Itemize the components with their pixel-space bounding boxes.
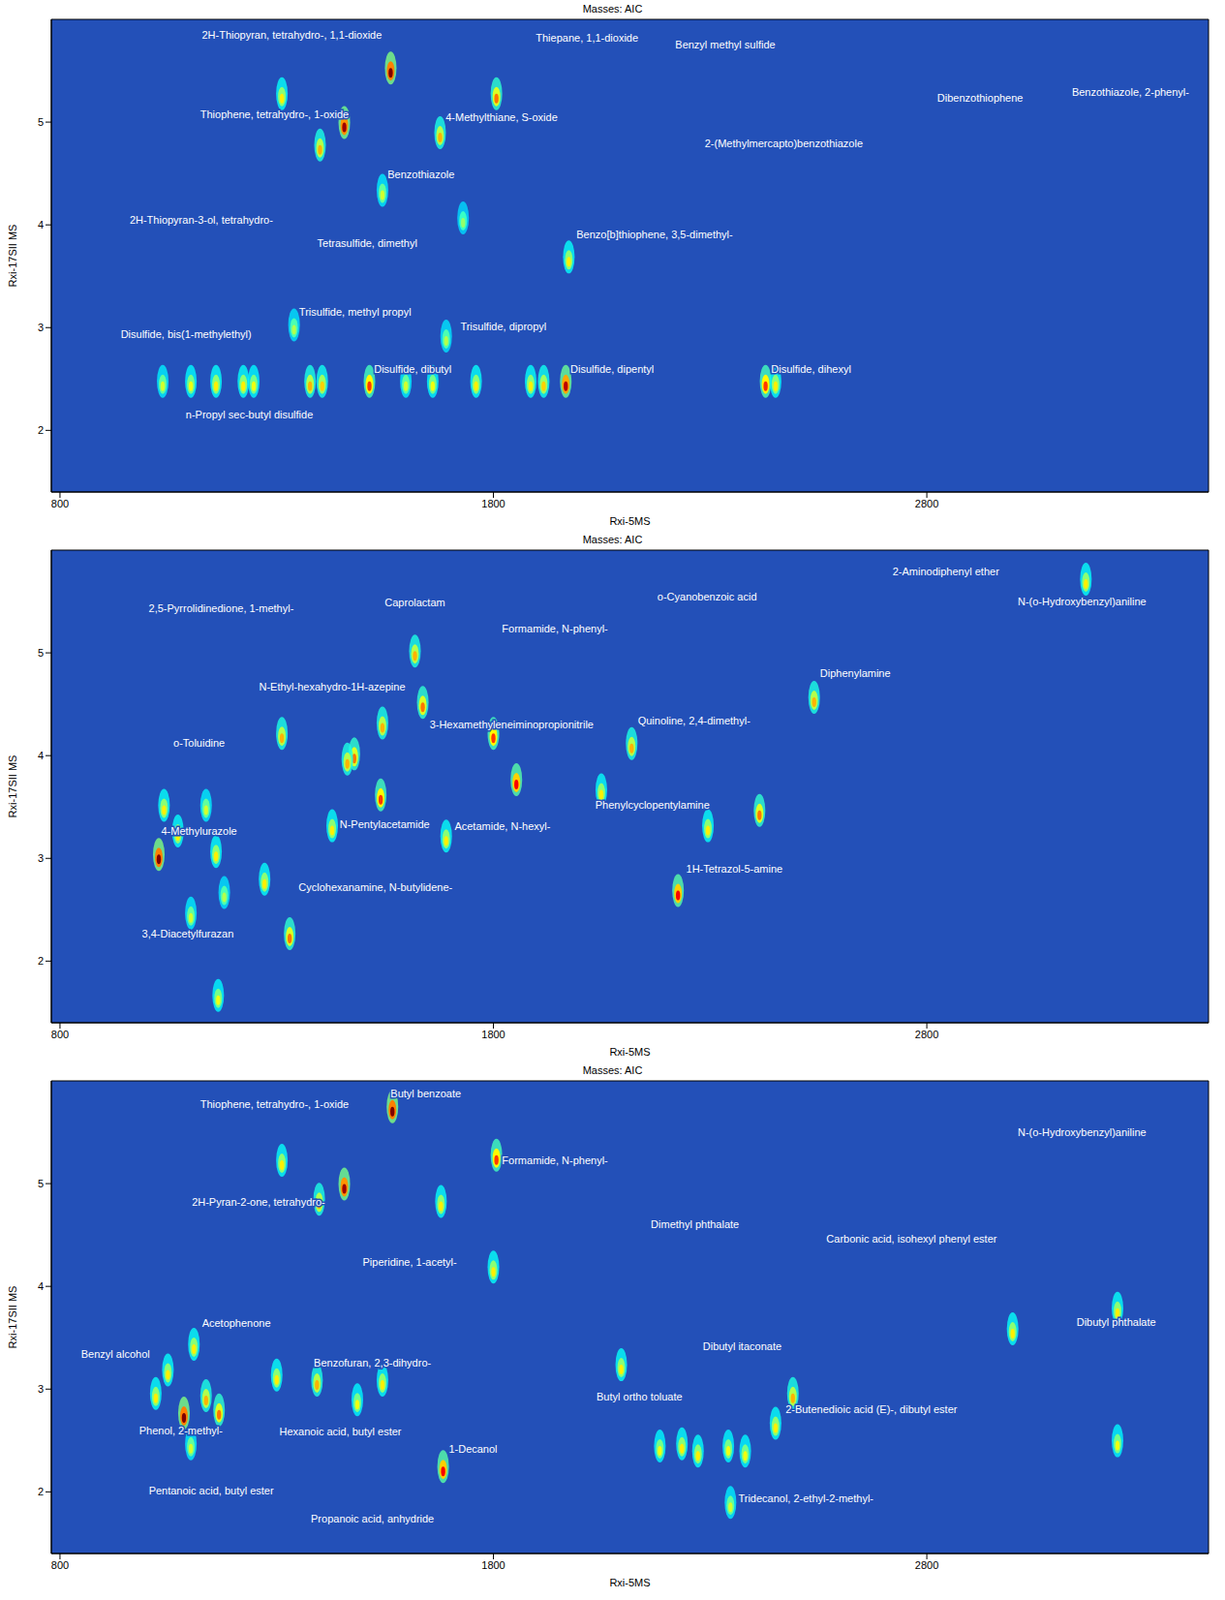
svg-text:Caprolactam: Caprolactam: [384, 596, 445, 609]
svg-text:1800: 1800: [481, 1559, 505, 1571]
svg-text:Rxi-5MS: Rxi-5MS: [609, 515, 650, 527]
svg-text:2: 2: [37, 954, 44, 967]
svg-text:2800: 2800: [915, 1028, 939, 1041]
svg-text:Propanoic acid, anhydride: Propanoic acid, anhydride: [310, 1512, 434, 1525]
svg-text:5: 5: [37, 646, 44, 659]
svg-text:n-Propyl sec-butyl disulfide: n-Propyl sec-butyl disulfide: [185, 408, 313, 421]
svg-text:Rxi-5MS: Rxi-5MS: [609, 1576, 650, 1589]
svg-text:Benzyl alcohol: Benzyl alcohol: [81, 1347, 151, 1360]
svg-text:2-Butenedioic acid (E)-, dibut: 2-Butenedioic acid (E)-, dibutyl ester: [785, 1403, 958, 1415]
svg-text:Acetophenone: Acetophenone: [202, 1316, 272, 1329]
svg-text:Trisulfide, methyl propyl: Trisulfide, methyl propyl: [299, 306, 412, 318]
svg-text:3: 3: [37, 321, 44, 334]
svg-text:Rxi-5MS: Rxi-5MS: [609, 1045, 650, 1058]
svg-text:Piperidine, 1-acetyl-: Piperidine, 1-acetyl-: [363, 1255, 459, 1268]
svg-text:800: 800: [51, 1559, 69, 1571]
svg-text:4: 4: [37, 1280, 44, 1292]
svg-text:Tridecanol, 2-ethyl-2-methyl-: Tridecanol, 2-ethyl-2-methyl-: [737, 1492, 874, 1504]
svg-text:3: 3: [37, 1382, 44, 1395]
svg-text:Dimethyl phthalate: Dimethyl phthalate: [650, 1218, 739, 1230]
svg-text:Trisulfide, dipropyl: Trisulfide, dipropyl: [459, 320, 547, 333]
svg-text:Dibutyl phthalate: Dibutyl phthalate: [1076, 1316, 1157, 1328]
svg-text:3-Hexamethyleneiminopropionitr: 3-Hexamethyleneiminopropionitrile: [429, 718, 594, 731]
svg-text:Disulfide, bis(1-methylethyl): Disulfide, bis(1-methylethyl): [121, 328, 252, 340]
svg-text:N-Pentylacetamide: N-Pentylacetamide: [339, 818, 430, 830]
svg-text:Disulfide, dibutyl: Disulfide, dibutyl: [373, 363, 452, 375]
svg-text:2800: 2800: [915, 1559, 939, 1571]
svg-text:4-Methylthiane, S-oxide: 4-Methylthiane, S-oxide: [445, 111, 558, 123]
svg-text:Thiophene, tetrahydro-, 1-oxid: Thiophene, tetrahydro-, 1-oxide: [200, 1098, 349, 1110]
svg-text:4-Methylurazole: 4-Methylurazole: [160, 825, 237, 837]
svg-text:Disulfide, dipentyl: Disulfide, dipentyl: [570, 363, 654, 375]
svg-text:3,4-Diacetylfurazan: 3,4-Diacetylfurazan: [142, 927, 235, 940]
svg-text:Benzothiazole, 2-phenyl-: Benzothiazole, 2-phenyl-: [1071, 86, 1190, 98]
svg-text:o-Cyanobenzoic acid: o-Cyanobenzoic acid: [657, 590, 758, 603]
svg-text:Formamide, N-phenyl-: Formamide, N-phenyl-: [501, 622, 609, 635]
svg-text:Dibutyl itaconate: Dibutyl itaconate: [703, 1340, 782, 1352]
svg-text:N-(o-Hydroxybenzyl)aniline: N-(o-Hydroxybenzyl)aniline: [1017, 595, 1147, 608]
svg-text:Butyl benzoate: Butyl benzoate: [390, 1087, 461, 1100]
svg-text:Pentanoic acid, butyl ester: Pentanoic acid, butyl ester: [149, 1484, 275, 1497]
svg-text:1H-Tetrazol-5-amine: 1H-Tetrazol-5-amine: [686, 862, 784, 875]
svg-text:N-(o-Hydroxybenzyl)aniline: N-(o-Hydroxybenzyl)aniline: [1017, 1126, 1147, 1138]
svg-text:2: 2: [37, 424, 44, 436]
svg-text:Quinoline, 2,4-dimethyl-: Quinoline, 2,4-dimethyl-: [638, 714, 752, 727]
svg-text:2-Aminodiphenyl ether: 2-Aminodiphenyl ether: [892, 565, 1000, 578]
svg-text:Benzo[b]thiophene, 3,5-dimethy: Benzo[b]thiophene, 3,5-dimethyl-: [576, 228, 734, 241]
svg-text:Tetrasulfide, dimethyl: Tetrasulfide, dimethyl: [317, 237, 418, 249]
svg-text:5: 5: [37, 116, 44, 128]
svg-text:Cyclohexanamine, N-butylidene-: Cyclohexanamine, N-butylidene-: [298, 881, 453, 893]
svg-text:Benzofuran, 2,3-dihydro-: Benzofuran, 2,3-dihydro-: [313, 1356, 431, 1369]
svg-text:2H-Pyran-2-one, tetrahydro-: 2H-Pyran-2-one, tetrahydro-: [191, 1195, 326, 1208]
svg-text:Hexanoic acid, butyl ester: Hexanoic acid, butyl ester: [279, 1425, 402, 1438]
svg-text:Disulfide, dihexyl: Disulfide, dihexyl: [770, 363, 852, 375]
html-text:Masses: AIC: Masses: AIC: [582, 1064, 643, 1076]
svg-text:Benzothiazole: Benzothiazole: [387, 168, 455, 181]
svg-text:Phenol, 2-methyl-: Phenol, 2-methyl-: [139, 1424, 224, 1437]
svg-text:N-Ethyl-hexahydro-1H-azepine: N-Ethyl-hexahydro-1H-azepine: [259, 680, 406, 693]
svg-text:Benzyl methyl sulfide: Benzyl methyl sulfide: [674, 38, 775, 51]
svg-text:2-(Methylmercapto)benzothiazol: 2-(Methylmercapto)benzothiazole: [704, 137, 863, 150]
html-text:Masses: AIC: Masses: AIC: [582, 2, 643, 15]
svg-text:Formamide, N-phenyl-: Formamide, N-phenyl-: [501, 1154, 609, 1166]
svg-text:2,5-Pyrrolidinedione, 1-methyl: 2,5-Pyrrolidinedione, 1-methyl-: [149, 602, 295, 614]
svg-text:800: 800: [51, 497, 69, 510]
svg-text:2H-Thiopyran-3-ol, tetrahydro-: 2H-Thiopyran-3-ol, tetrahydro-: [129, 214, 274, 226]
svg-text:Acetamide, N-hexyl-: Acetamide, N-hexyl-: [454, 820, 551, 832]
svg-text:Diphenylamine: Diphenylamine: [820, 667, 891, 679]
svg-text:2H-Thiopyran, tetrahydro-, 1,1: 2H-Thiopyran, tetrahydro-, 1,1-dioxide: [201, 29, 382, 41]
svg-text:Rxi-17SII MS: Rxi-17SII MS: [6, 1286, 19, 1349]
svg-text:3: 3: [37, 852, 44, 864]
svg-text:Butyl ortho toluate: Butyl ortho toluate: [596, 1390, 683, 1403]
svg-text:4: 4: [37, 218, 44, 231]
svg-text:4: 4: [37, 749, 44, 762]
svg-text:o-Toluidine: o-Toluidine: [173, 736, 225, 749]
svg-text:1800: 1800: [481, 1028, 505, 1041]
svg-text:2800: 2800: [915, 497, 939, 510]
svg-text:1800: 1800: [481, 497, 505, 510]
svg-text:Phenylcyclopentylamine: Phenylcyclopentylamine: [595, 798, 710, 811]
svg-text:1-Decanol: 1-Decanol: [448, 1442, 497, 1455]
svg-text:800: 800: [51, 1028, 69, 1041]
svg-text:Thiophene, tetrahydro-, 1-oxid: Thiophene, tetrahydro-, 1-oxide: [200, 108, 349, 121]
svg-text:5: 5: [37, 1177, 44, 1190]
svg-text:Rxi-17SII MS: Rxi-17SII MS: [6, 224, 19, 288]
svg-text:Rxi-17SII MS: Rxi-17SII MS: [6, 755, 19, 819]
svg-text:Carbonic acid, isohexyl phenyl: Carbonic acid, isohexyl phenyl ester: [826, 1232, 997, 1245]
svg-text:Thiepane, 1,1-dioxide: Thiepane, 1,1-dioxide: [535, 31, 639, 44]
svg-text:Dibenzothiophene: Dibenzothiophene: [937, 91, 1024, 104]
html-text:Masses: AIC: Masses: AIC: [582, 533, 643, 546]
svg-text:2: 2: [37, 1485, 44, 1498]
